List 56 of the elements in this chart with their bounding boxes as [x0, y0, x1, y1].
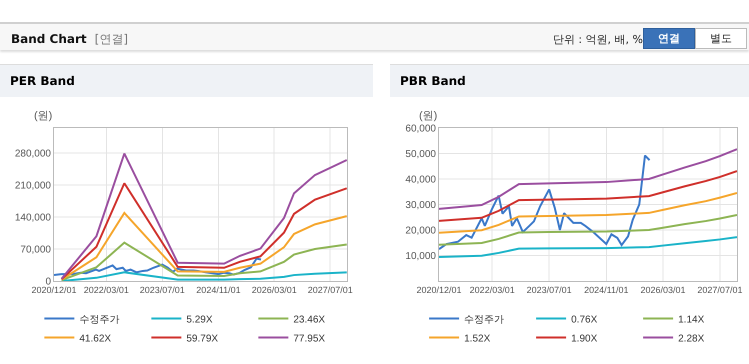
line-series [60, 212, 347, 281]
y-tick-label: 30,000 [405, 200, 436, 211]
x-tick-label: 2027/07/01 [697, 284, 742, 295]
legend-label: 1.14X [678, 314, 705, 326]
text: 단위 : 억원, 배, % [552, 32, 643, 47]
x-tick-label: 2022/03/01 [84, 284, 129, 295]
legend-label: 1.52X [464, 333, 491, 344]
chart-title: PER Band [0, 64, 373, 97]
y-tick-label: 10,000 [405, 251, 436, 262]
text: 별도 [695, 28, 747, 49]
y-tick-label: 60,000 [405, 124, 436, 134]
x-tick-label: 2026/03/01 [640, 284, 686, 295]
line-series [439, 170, 737, 222]
y-tick-label: 40,000 [405, 174, 436, 186]
line-series [54, 258, 262, 276]
line-series [439, 192, 737, 234]
chart-title: PBR Band [390, 64, 749, 97]
legend-label: 77.95X [293, 333, 326, 344]
y-tick-label: 50,000 [405, 149, 436, 160]
legend-label: 1.90X [571, 333, 598, 344]
y-axis-title: (원) [419, 110, 438, 122]
y-tick-label: 20,000 [405, 226, 436, 236]
legend-label: 5.29X [186, 314, 213, 326]
x-tick-label: 2024/11/01 [584, 284, 628, 295]
y-axis-title: (원) [34, 110, 52, 122]
line-series [60, 152, 347, 280]
line-series [439, 214, 737, 246]
x-tick-label: 2020/12/01 [416, 284, 462, 295]
x-tick-label: 2023/07/01 [526, 284, 572, 295]
y-tick-label: 0 [45, 276, 52, 288]
y-tick-label: 70,000 [20, 244, 52, 256]
text: Band Chart [11, 32, 87, 46]
legend-label: 59.79X [186, 333, 218, 344]
y-tick-label: 210,000 [14, 180, 52, 192]
y-tick-label: 280,000 [14, 148, 52, 160]
legend-label: 41.62X [79, 333, 112, 344]
x-tick-label: 2024/11/01 [196, 284, 241, 295]
x-tick-label: 2023/07/01 [140, 284, 185, 295]
legend-label: 2.28X [678, 333, 705, 344]
x-tick-label: 2026/03/01 [252, 284, 297, 295]
x-tick-label: 2027/07/01 [308, 284, 353, 295]
line-series [439, 148, 737, 210]
x-tick-label: 2020/12/01 [31, 284, 77, 295]
line-series [439, 236, 737, 258]
line-series [60, 182, 347, 280]
line-series [439, 154, 651, 250]
line-series [60, 271, 347, 281]
line-series [60, 242, 347, 281]
legend-label: 23.46X [293, 314, 326, 326]
text: [연결] [94, 32, 128, 46]
legend-label: 수정주가 [79, 314, 120, 326]
text: 연결 [643, 28, 695, 49]
x-tick-label: 2022/03/01 [470, 284, 515, 295]
legend-label: 0.76X [571, 314, 598, 326]
legend-label: 수정주가 [464, 314, 504, 326]
y-tick-label: 140,000 [14, 212, 52, 224]
